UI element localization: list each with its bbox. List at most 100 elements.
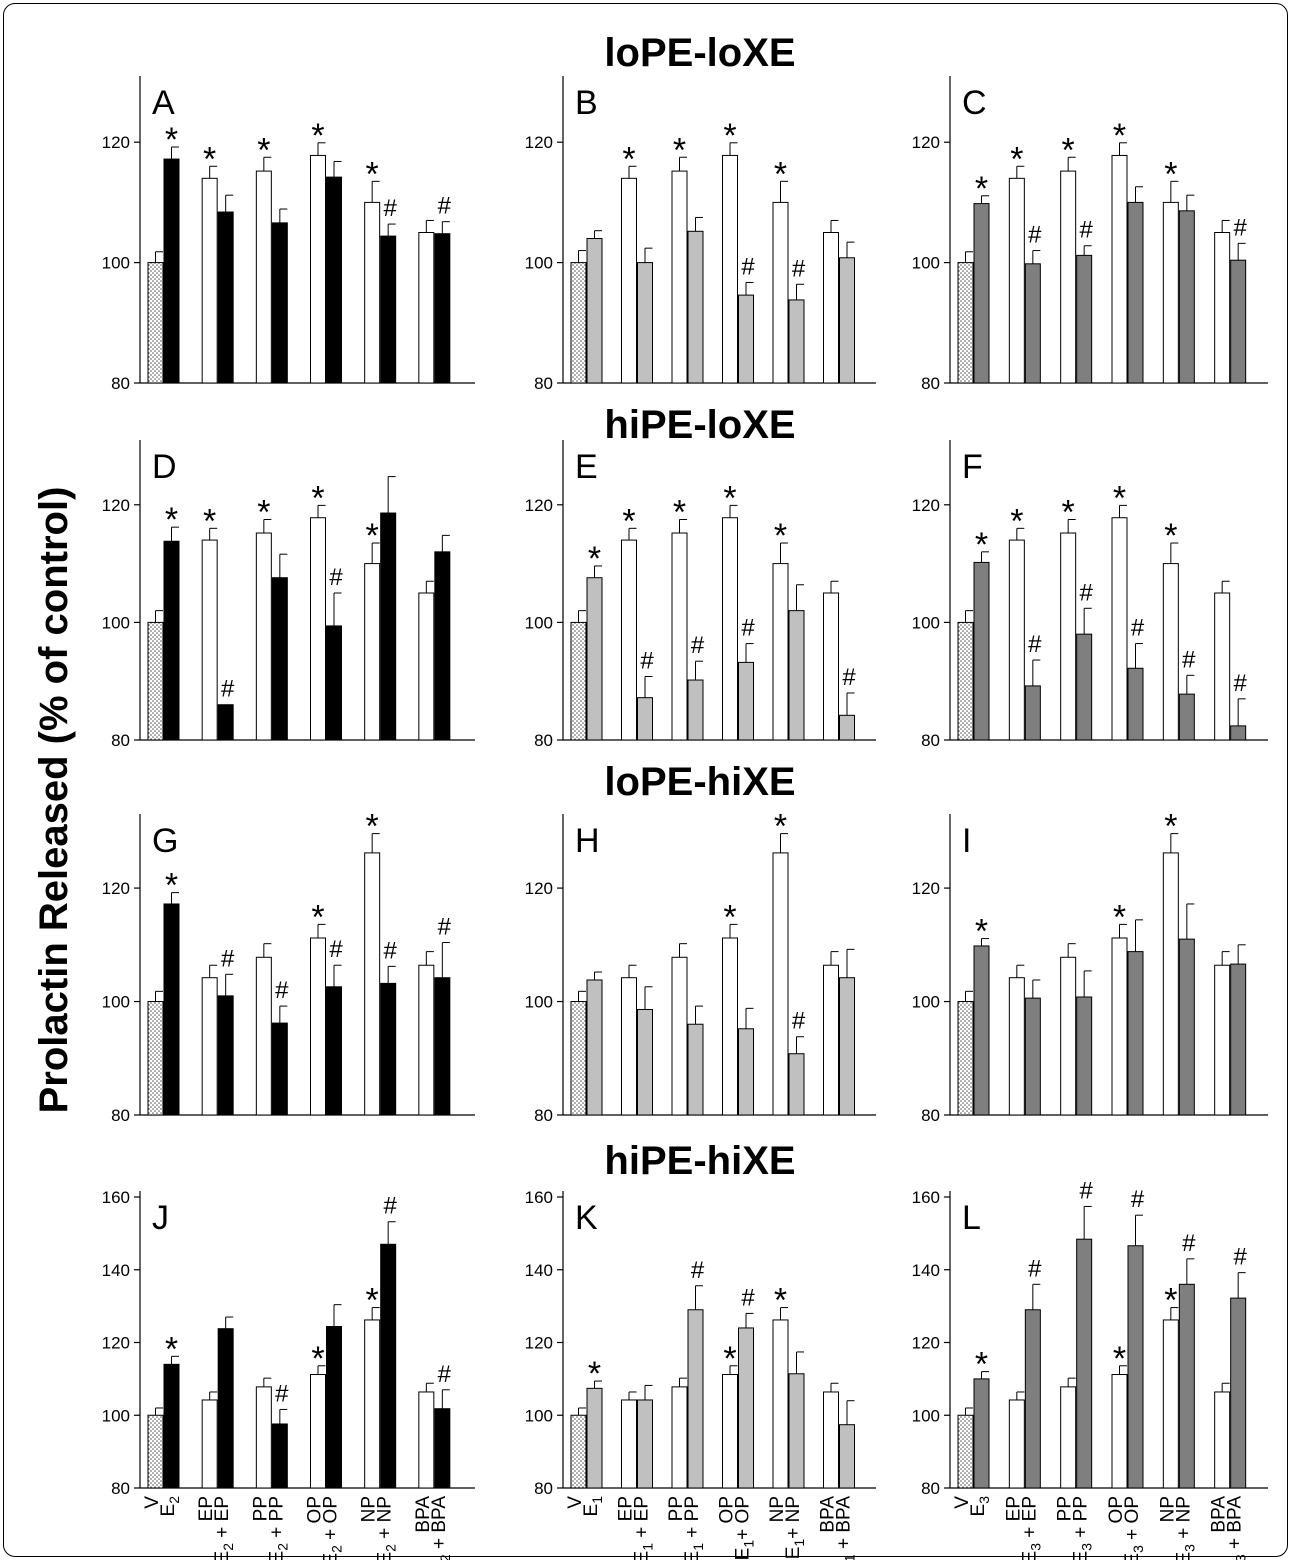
x-category-main: EP bbox=[616, 1496, 637, 1521]
significance-star: * bbox=[165, 867, 178, 905]
x-category-label: E1 + BPA bbox=[834, 1496, 858, 1560]
bar bbox=[1008, 539, 1025, 741]
x-category-subscript: 3 bbox=[1130, 1545, 1146, 1553]
x-category-subscript: 3 bbox=[1027, 1543, 1043, 1551]
bar bbox=[788, 299, 805, 384]
y-tick-label: 120 bbox=[525, 496, 553, 515]
x-category-subscript: 1 bbox=[589, 1496, 605, 1504]
significance-star: * bbox=[774, 1282, 787, 1320]
x-category-label: E3 bbox=[968, 1496, 992, 1517]
bar bbox=[163, 903, 180, 1116]
row-title-2: hiPE-loXE bbox=[604, 403, 795, 447]
panel-label: K bbox=[575, 1199, 598, 1237]
y-tick-label: 120 bbox=[102, 879, 130, 898]
x-category-main: E bbox=[266, 1551, 287, 1560]
bar bbox=[364, 563, 381, 741]
y-tick-label: 80 bbox=[534, 1106, 553, 1125]
x-category-label: E1 bbox=[581, 1496, 605, 1517]
x-category-subscript: 3 bbox=[976, 1496, 992, 1504]
bar bbox=[1024, 997, 1041, 1116]
x-category-subscript: 1 bbox=[842, 1554, 858, 1560]
bar bbox=[621, 1399, 637, 1489]
bar bbox=[788, 610, 805, 741]
panel-D: 80 100 120 D * * # * * # * bbox=[102, 440, 475, 750]
x-category-main: NP bbox=[359, 1496, 380, 1522]
panel-F: 80 100 120 F * * # * # * # * # # bbox=[912, 440, 1268, 750]
x-category-main: E bbox=[968, 1504, 989, 1517]
x-category-label: E3 + EP bbox=[1019, 1496, 1043, 1560]
x-category-subscript: 1 bbox=[690, 1543, 706, 1551]
x-category-suffix: + BPA bbox=[834, 1496, 855, 1555]
bar bbox=[1076, 1238, 1093, 1489]
y-tick-label: 80 bbox=[111, 374, 130, 393]
significance-hash: # bbox=[1233, 1244, 1247, 1271]
x-category-subscript: 1 bbox=[791, 1539, 807, 1547]
bar bbox=[823, 1391, 839, 1489]
x-category-suffix: + PP bbox=[682, 1496, 703, 1543]
bar bbox=[147, 262, 164, 384]
x-category-suffix: + OP bbox=[321, 1496, 342, 1545]
x-category-label: V bbox=[142, 1496, 163, 1509]
significance-star: * bbox=[1164, 155, 1177, 193]
bar bbox=[326, 176, 342, 384]
bar bbox=[586, 577, 603, 741]
significance-star: * bbox=[1062, 131, 1075, 169]
x-category-label: E1 + EP bbox=[632, 1496, 656, 1560]
y-tick-label: 100 bbox=[912, 613, 940, 632]
bar bbox=[1230, 1297, 1247, 1489]
bar bbox=[1111, 1374, 1128, 1489]
x-category-main: OP bbox=[1106, 1496, 1127, 1523]
bar bbox=[957, 1414, 974, 1489]
x-category-main: E bbox=[733, 1548, 754, 1560]
panel-label: J bbox=[152, 1199, 169, 1237]
row-title-4: hiPE-hiXE bbox=[604, 1139, 795, 1183]
significance-hash: # bbox=[640, 647, 654, 674]
significance-hash: # bbox=[1028, 1255, 1042, 1282]
bar bbox=[1008, 1399, 1025, 1489]
x-category-subscript: 2 bbox=[274, 1543, 290, 1551]
panel-I: 80 100 120 I * * * bbox=[912, 808, 1268, 1125]
x-category-main: BPA bbox=[413, 1496, 434, 1533]
x-category-main: E bbox=[632, 1551, 653, 1560]
bar bbox=[973, 561, 990, 741]
x-category-label: OP bbox=[1106, 1496, 1127, 1523]
x-category-subscript: 3 bbox=[1079, 1543, 1095, 1551]
x-category-label: V bbox=[952, 1496, 973, 1509]
bar bbox=[163, 158, 180, 384]
x-category-main: NP bbox=[767, 1496, 788, 1522]
bar bbox=[217, 704, 234, 741]
x-category-main: E bbox=[783, 1547, 804, 1560]
y-tick-label: 140 bbox=[912, 1261, 940, 1280]
bar bbox=[823, 232, 839, 384]
bar bbox=[687, 679, 704, 741]
x-category-label: EP bbox=[196, 1496, 217, 1521]
x-category-label: E2 bbox=[158, 1496, 182, 1517]
significance-hash: # bbox=[1079, 579, 1093, 606]
panel-J: 80 100 120 140 160 J * # * * # # bbox=[102, 1188, 475, 1498]
x-category-label: EP bbox=[1003, 1496, 1024, 1521]
x-category-subscript: 3 bbox=[1233, 1554, 1249, 1560]
bar bbox=[147, 1001, 164, 1116]
x-category-label: BPA bbox=[413, 1496, 434, 1533]
x-category-main: BPA bbox=[818, 1496, 839, 1533]
significance-hash: # bbox=[792, 255, 806, 282]
significance-star: * bbox=[975, 526, 988, 564]
significance-star: * bbox=[165, 501, 178, 539]
significance-star: * bbox=[366, 1282, 379, 1320]
bar bbox=[788, 1053, 805, 1116]
significance-star: * bbox=[622, 502, 635, 540]
bar bbox=[1076, 254, 1093, 384]
bar bbox=[1214, 592, 1231, 741]
bar bbox=[418, 964, 435, 1116]
bar bbox=[434, 977, 451, 1116]
bar bbox=[1060, 956, 1077, 1116]
bar bbox=[671, 170, 688, 384]
significance-star: * bbox=[1062, 494, 1075, 532]
significance-star: * bbox=[257, 131, 270, 169]
bar bbox=[1230, 725, 1247, 741]
x-category-label: BPA bbox=[1209, 1496, 1230, 1533]
x-category-main: E bbox=[212, 1551, 233, 1560]
